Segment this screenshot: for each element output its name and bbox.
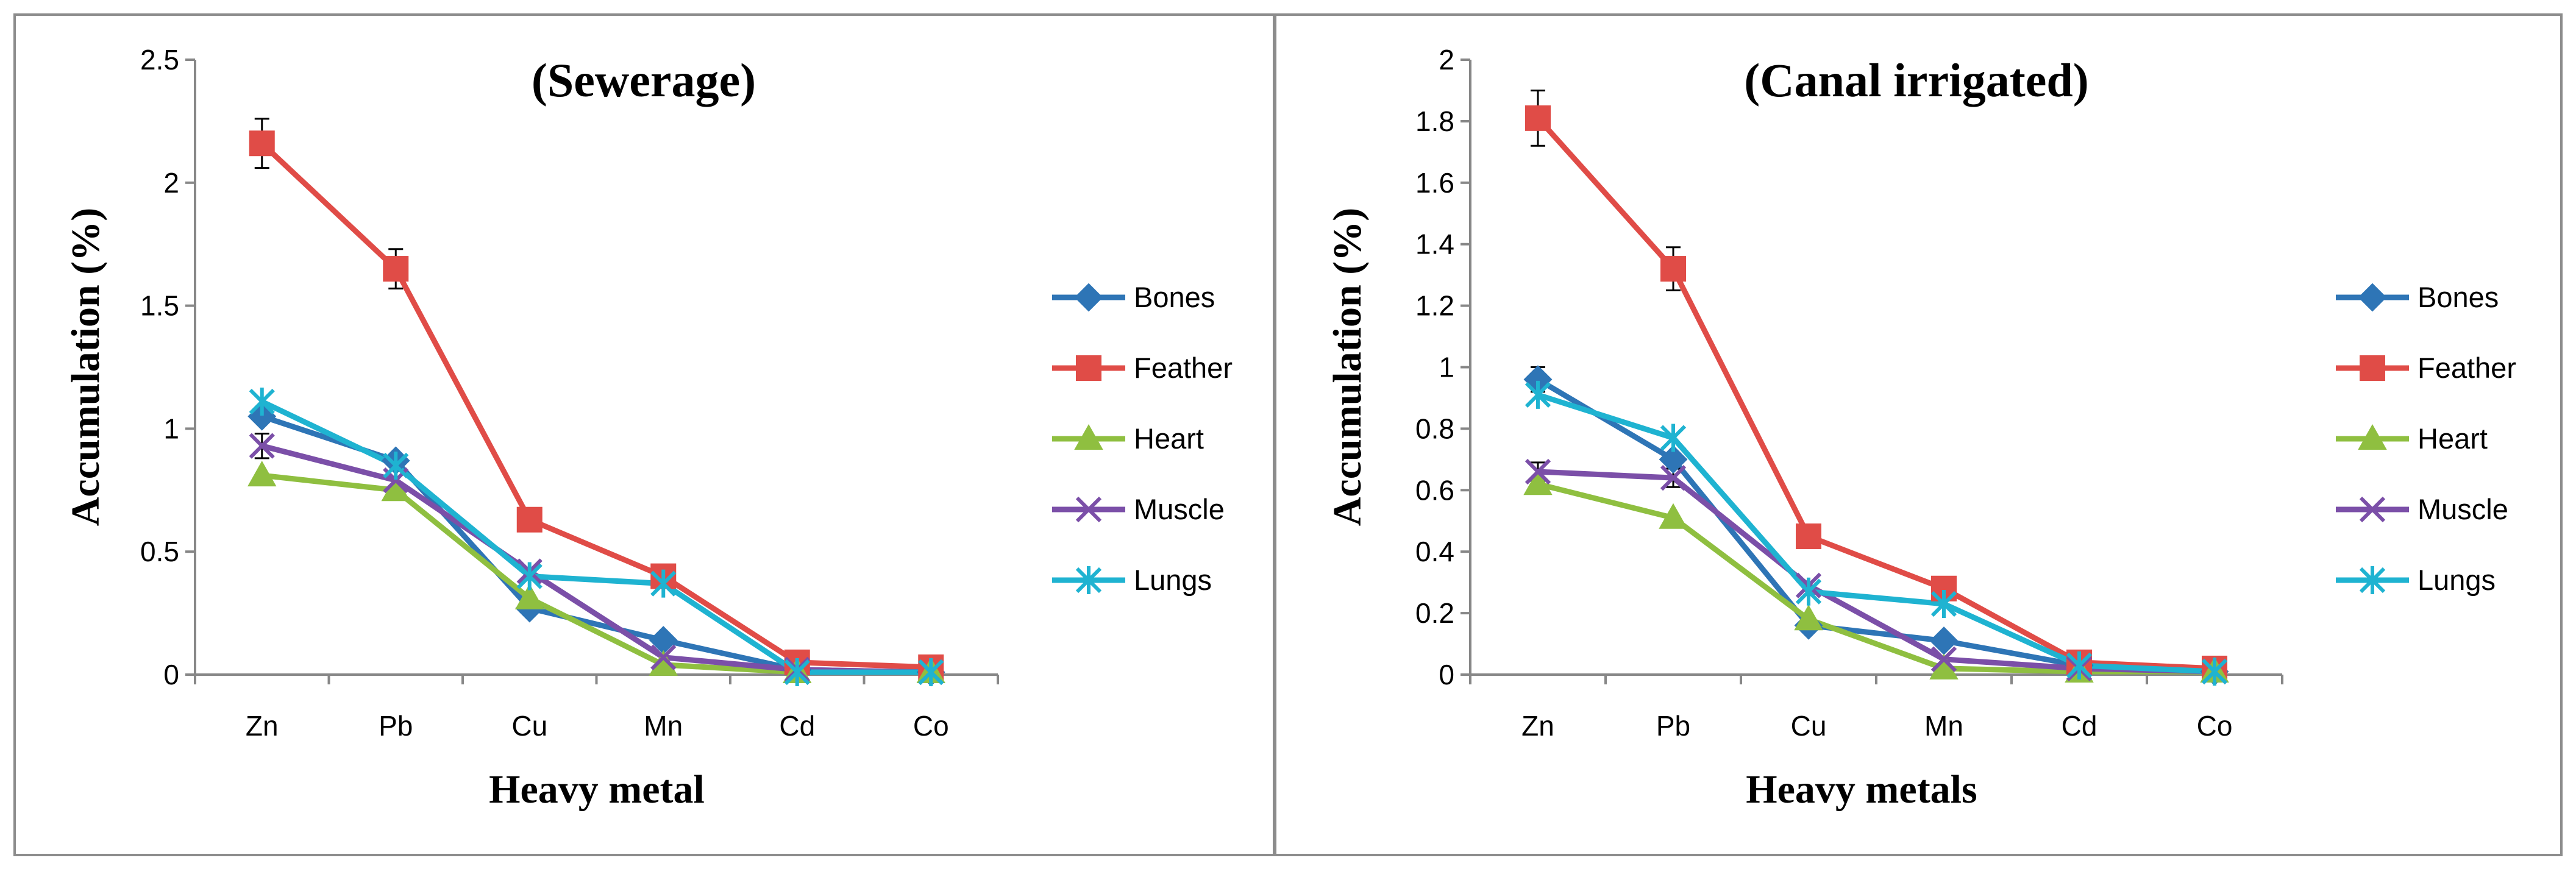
data-point-muscle-pb: [1660, 464, 1687, 491]
legend-label-heart: Heart: [2418, 422, 2488, 455]
x-tick-label-mn: Mn: [644, 710, 683, 742]
legend-label-feather: Feather: [2418, 352, 2516, 384]
data-point-lungs-pb: [1660, 424, 1687, 452]
x-axis-title: Heavy metals: [1746, 767, 1977, 812]
data-point-bones-pb: [1659, 445, 1688, 474]
y-tick-label: 2: [1439, 44, 1454, 76]
legend-marker-feather: [2360, 355, 2385, 381]
legend-marker-heart: [2358, 424, 2387, 450]
y-axis-title: Accumulation (%): [1325, 208, 1370, 526]
legend-marker-bones: [1074, 283, 1103, 312]
y-tick-label: 0.5: [140, 536, 179, 567]
legend-label-heart: Heart: [1134, 422, 1204, 455]
legend-marker-lungs: [1075, 566, 1102, 594]
data-point-feather-cu: [1796, 523, 1821, 549]
y-tick-label: 1: [163, 413, 179, 444]
data-point-feather-cu: [516, 506, 543, 533]
x-tick-label-cu: Cu: [511, 710, 547, 742]
y-tick-label: 0.4: [1415, 536, 1454, 567]
x-axis-title: Heavy metal: [489, 767, 705, 812]
y-tick-label: 1: [1439, 352, 1454, 383]
series-line-feather: [260, 141, 931, 670]
data-point-muscle-mn: [650, 644, 677, 670]
y-tick-label: 1.8: [1415, 105, 1454, 137]
legend-marker-feather: [1076, 355, 1101, 381]
legend-marker-lungs: [2359, 566, 2386, 594]
y-tick-label: 1.4: [1415, 229, 1454, 260]
data-point-lungs-cu: [516, 562, 543, 591]
chart-panel-canal-irrigated: 0 0.2 0.4 0.6 0.8 1 1.2 1.4 1.6 1.8 2 Zn Pb Cu Mn Cd Co (…: [1274, 13, 2563, 856]
data-point-lungs-cu: [1795, 577, 1822, 606]
data-point-lungs-co: [2201, 657, 2228, 686]
legend-marker-bones: [2358, 283, 2387, 312]
data-point-muscle-zn: [1525, 458, 1551, 485]
series-line-heart: [262, 472, 931, 675]
x-tick-label-zn: Zn: [246, 710, 279, 742]
data-point-feather-zn: [249, 130, 275, 157]
series-line-lungs: [1537, 392, 2215, 675]
legend-label-lungs: Lungs: [2418, 564, 2496, 596]
legend-label-muscle: Muscle: [1134, 493, 1225, 525]
legend-marker-muscle: [2359, 496, 2386, 523]
y-tick-label: 0.2: [1415, 597, 1454, 629]
data-point-lungs-zn: [249, 388, 275, 416]
data-point-lungs-cd: [784, 658, 810, 686]
x-tick-label-cd: Cd: [779, 710, 815, 742]
data-point-feather-pb: [383, 256, 409, 282]
data-point-lungs-mn: [1930, 589, 1957, 618]
chart-canal-irrigated: 0 0.2 0.4 0.6 0.8 1 1.2 1.4 1.6 1.8 2 Zn Pb Cu Mn Cd Co (…: [1325, 44, 2516, 812]
data-point-lungs-pb: [383, 451, 409, 480]
data-point-muscle-zn: [249, 433, 275, 459]
legend-label-muscle: Muscle: [2418, 493, 2508, 525]
y-tick-label: 2.5: [140, 44, 179, 76]
x-tick-label-cd: Cd: [2062, 710, 2097, 742]
x-tick-label-pb: Pb: [1656, 710, 1690, 742]
y-tick-label: 0.8: [1415, 413, 1454, 444]
data-point-lungs-co: [918, 658, 944, 686]
x-tick-label-mn: Mn: [1924, 710, 1963, 742]
x-tick-label-co: Co: [913, 710, 949, 742]
series-line-bones: [1536, 377, 2215, 675]
data-point-lungs-zn: [1525, 380, 1551, 409]
chart-sewerage: 0 0.5 1 1.5 2 2.5 Zn Pb Cu Mn Cd Co (Sewerage) Heavy …: [63, 44, 1233, 812]
series-line-muscle: [261, 443, 931, 675]
legend-label-bones: Bones: [1134, 281, 1215, 313]
data-point-heart-pb: [1659, 503, 1688, 529]
data-point-feather-zn: [1525, 105, 1551, 131]
legend-label-feather: Feather: [1134, 352, 1233, 384]
series-line-heart: [1537, 481, 2215, 675]
y-tick-label: 1.5: [140, 290, 179, 322]
chart-title: (Canal irrigated): [1744, 54, 2088, 107]
data-point-muscle-mn: [1930, 646, 1957, 672]
legend-label-lungs: Lungs: [1134, 564, 1212, 596]
y-axis-title: Accumulation (%): [63, 208, 108, 526]
series-line-lungs: [260, 399, 931, 675]
x-tick-label-co: Co: [2197, 710, 2233, 742]
legend-marker-heart: [1074, 424, 1103, 450]
x-tick-label-pb: Pb: [379, 710, 413, 742]
data-point-heart-zn: [1523, 469, 1553, 495]
chart-title: (Sewerage): [532, 54, 756, 107]
data-point-feather-pb: [1660, 256, 1686, 282]
data-point-heart-zn: [247, 461, 277, 487]
data-point-heart-cu: [1794, 605, 1823, 631]
chart-panel-sewerage: 0 0.5 1 1.5 2 2.5 Zn Pb Cu Mn Cd Co (Sewerage) Heavy …: [13, 13, 1275, 856]
y-tick-label: 1.6: [1415, 167, 1454, 199]
x-tick-label-zn: Zn: [1521, 710, 1554, 742]
legend-marker-muscle: [1075, 496, 1102, 523]
legend-label-bones: Bones: [2418, 281, 2499, 313]
y-tick-label: 0: [163, 659, 179, 690]
y-tick-label: 1.2: [1415, 290, 1454, 322]
y-tick-label: 2: [163, 167, 179, 199]
series-line-feather: [1535, 116, 2215, 672]
x-tick-label-cu: Cu: [1791, 710, 1827, 742]
y-tick-label: 0: [1439, 659, 1454, 690]
y-tick-label: 0.6: [1415, 474, 1454, 506]
data-point-lungs-mn: [650, 569, 677, 598]
data-point-heart-cu: [515, 583, 544, 609]
data-point-lungs-cd: [2066, 651, 2093, 680]
